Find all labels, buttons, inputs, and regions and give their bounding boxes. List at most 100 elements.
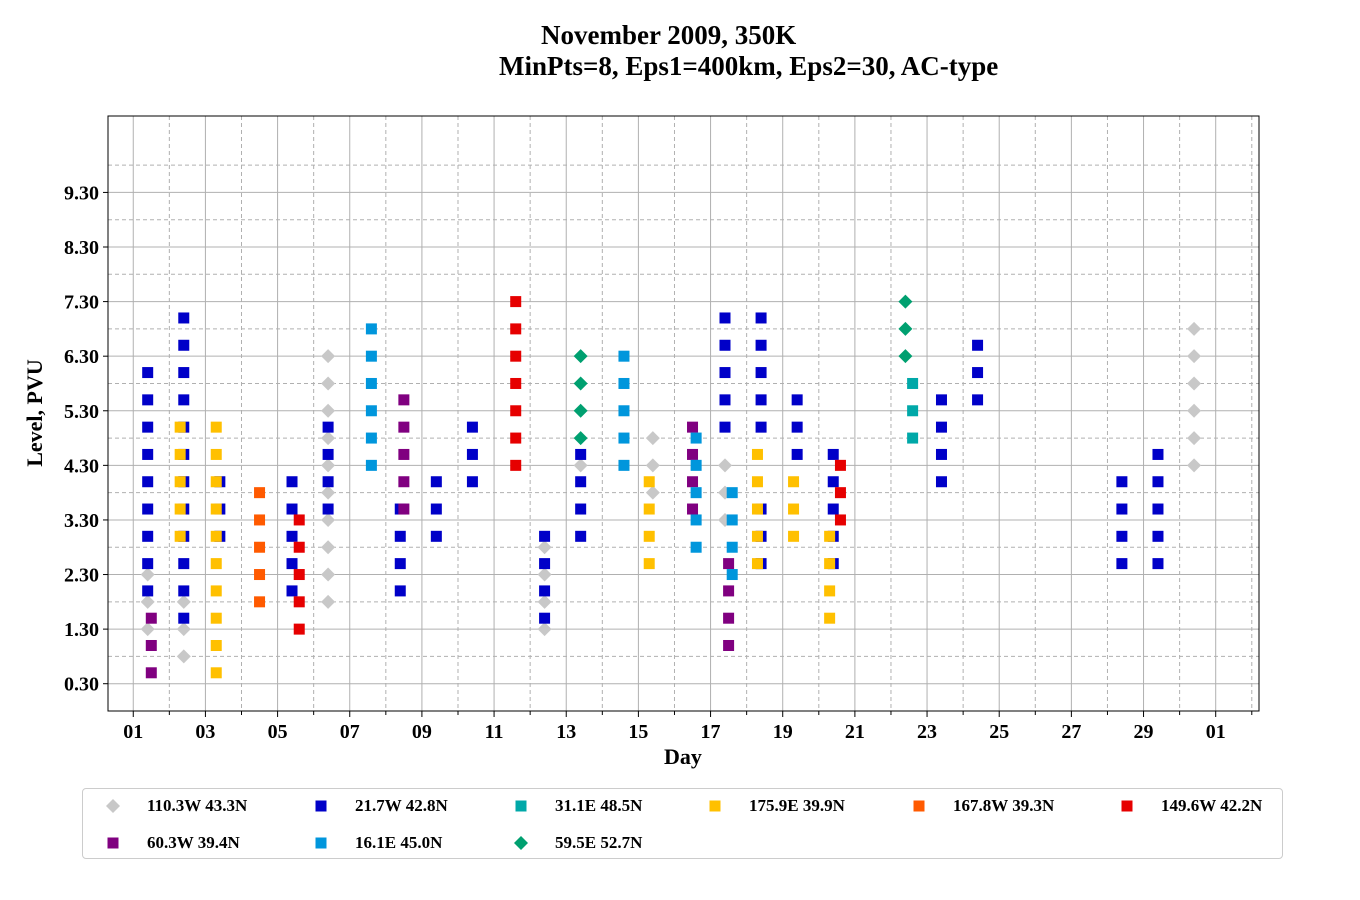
data-point-series-2: [142, 421, 154, 433]
data-point-series-2: [719, 312, 731, 324]
axis-ticks: 01 03 05 07 09 11 13 15 17 19 21 23 25 27 29 01 0.30 1.30…: [64, 182, 1253, 743]
data-point-series-7: [145, 667, 157, 679]
legend-item: 149.6W 42.2N: [1115, 794, 1262, 818]
data-point-series-1: [1187, 458, 1202, 473]
data-point-series-1: [717, 458, 732, 473]
data-point-series-2: [575, 530, 587, 542]
data-point-series-5: [254, 541, 266, 553]
legend: 110.3W 43.3N 21.7W 42.8N 31.1E 48.5N 175.9E…: [82, 788, 1283, 859]
data-point-series-2: [142, 476, 154, 488]
data-point-series-2: [178, 394, 190, 406]
data-point-series-1: [1187, 403, 1202, 418]
data-point-series-4: [643, 503, 655, 515]
data-point-series-2: [719, 339, 731, 351]
data-point-series-1: [140, 594, 155, 609]
data-point-series-3: [907, 405, 919, 417]
data-point-series-2: [719, 421, 731, 433]
x-tick-label: 21: [845, 721, 865, 743]
legend-label: 167.8W 39.3N: [953, 796, 1055, 815]
data-point-series-2: [791, 421, 803, 433]
y-tick-label: 9.30: [64, 182, 99, 204]
data-point-series-2: [322, 448, 334, 460]
data-point-series-1: [1187, 431, 1202, 446]
data-point-series-2: [755, 394, 767, 406]
data-point-series-6: [510, 405, 522, 417]
data-point-series-2: [178, 367, 190, 379]
data-point-series-8: [618, 459, 630, 471]
legend-item: 21.7W 42.8N: [309, 794, 448, 818]
data-point-series-4: [210, 639, 222, 651]
data-points: [140, 294, 1202, 679]
data-point-series-2: [142, 585, 154, 597]
data-point-series-8: [618, 405, 630, 417]
data-point-series-2: [394, 558, 406, 570]
data-point-series-6: [293, 623, 305, 635]
legend-label: 175.9E 39.9N: [749, 796, 845, 815]
data-point-series-2: [322, 421, 334, 433]
data-point-series-4: [210, 667, 222, 679]
data-point-series-9: [573, 403, 588, 418]
data-point-series-8: [618, 377, 630, 389]
data-point-series-1: [321, 540, 336, 555]
data-point-series-1: [140, 567, 155, 582]
legend-item: 60.3W 39.4N: [101, 831, 240, 855]
data-point-series-8: [365, 350, 377, 362]
x-tick-label: 13: [556, 721, 576, 743]
x-tick-label: 01: [123, 721, 143, 743]
data-point-series-1: [176, 622, 191, 637]
data-point-series-2: [178, 585, 190, 597]
data-point-series-2: [935, 476, 947, 488]
data-point-series-2: [466, 476, 478, 488]
data-point-series-2: [142, 367, 154, 379]
data-point-series-2: [430, 476, 442, 488]
data-point-series-8: [365, 459, 377, 471]
scatter-plot: 01 03 05 07 09 11 13 15 17 19 21 23 25 27 29 01 0.30 1.30…: [22, 115, 1260, 769]
data-point-series-2: [178, 339, 190, 351]
x-tick-label: 01: [1206, 721, 1226, 743]
data-point-series-4: [643, 558, 655, 570]
data-point-series-1: [1187, 349, 1202, 364]
data-point-series-2: [539, 585, 551, 597]
data-point-series-2: [394, 585, 406, 597]
data-point-series-4: [788, 503, 800, 515]
data-point-series-2: [935, 394, 947, 406]
data-point-series-2: [972, 394, 984, 406]
y-tick-label: 5.30: [64, 401, 99, 423]
data-point-series-6: [510, 323, 522, 335]
data-point-series-4: [751, 476, 763, 488]
data-point-series-2: [719, 394, 731, 406]
x-tick-label: 19: [773, 721, 793, 743]
data-point-series-2: [178, 312, 190, 324]
data-point-series-2: [430, 530, 442, 542]
data-point-series-9: [573, 349, 588, 364]
data-point-series-2: [286, 503, 298, 515]
data-point-series-4: [174, 476, 186, 488]
data-point-series-2: [972, 367, 984, 379]
x-tick-label: 07: [340, 721, 360, 743]
data-point-series-5: [254, 487, 266, 499]
data-point-series-4: [210, 530, 222, 542]
data-point-series-4: [174, 503, 186, 515]
data-point-series-2: [1152, 530, 1164, 542]
legend-label: 21.7W 42.8N: [355, 796, 448, 815]
x-tick-label: 29: [1134, 721, 1154, 743]
legend-item: 167.8W 39.3N: [907, 794, 1054, 818]
x-tick-label: 25: [989, 721, 1009, 743]
data-point-series-2: [286, 476, 298, 488]
chart-title: November 2009, 350K: [541, 20, 797, 50]
data-point-series-8: [726, 487, 738, 499]
data-point-series-2: [178, 558, 190, 570]
data-point-series-2: [1152, 448, 1164, 460]
legend-marker: [709, 800, 721, 812]
data-point-series-2: [539, 558, 551, 570]
legend-marker: [106, 799, 120, 813]
data-point-series-7: [145, 612, 157, 624]
data-point-series-4: [751, 530, 763, 542]
y-tick-label: 3.30: [64, 510, 99, 532]
x-tick-label: 15: [628, 721, 648, 743]
data-point-series-6: [834, 459, 846, 471]
data-point-series-1: [321, 349, 336, 364]
data-point-series-6: [293, 596, 305, 608]
legend-label: 60.3W 39.4N: [147, 833, 240, 852]
data-point-series-8: [618, 432, 630, 444]
